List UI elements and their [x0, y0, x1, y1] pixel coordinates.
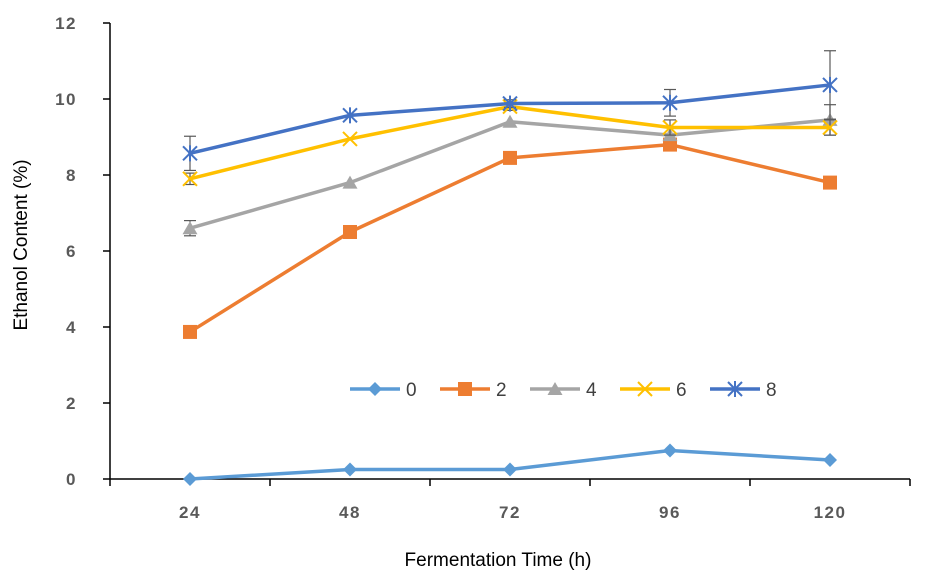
legend: 0 2 4 6 8 [350, 380, 777, 401]
legend-swatch-marker-0 [368, 382, 382, 396]
point-8-120 [822, 76, 838, 93]
series-0 [183, 443, 837, 486]
point-6-120 [822, 119, 838, 136]
point-0-120 [823, 453, 837, 467]
point-2-48 [343, 225, 357, 239]
x-tick-label-120: 120 [814, 503, 847, 522]
x-tick-label-96: 96 [659, 503, 681, 522]
x-tick-label-72: 72 [499, 503, 521, 522]
series-8 [182, 50, 838, 172]
series-layer [182, 50, 838, 486]
point-4-24 [182, 221, 198, 235]
point-6-48 [342, 131, 358, 147]
y-tick-label-12: 12 [55, 14, 77, 33]
series-line-4 [188, 118, 832, 230]
point-8-24 [182, 145, 198, 162]
x-tick-label-24: 24 [179, 503, 201, 522]
point-8-72 [502, 95, 518, 112]
legend-swatch-marker-2 [458, 382, 472, 396]
point-6-48-stroke-b [342, 131, 358, 147]
y-axis-title: Ethanol Content (%) [11, 159, 32, 330]
legend-label-2: 2 [496, 380, 507, 401]
point-0-24 [183, 472, 197, 486]
legend-item-4: 4 [530, 380, 597, 401]
legend-swatch-marker-8 [727, 381, 743, 397]
x-axis-title: Fermentation Time (h) [405, 550, 592, 571]
series-6 [182, 98, 838, 187]
series-4 [182, 104, 838, 237]
point-8-96 [662, 94, 678, 111]
point-6-120-stroke-b [822, 119, 838, 136]
legend-item-2: 2 [440, 380, 507, 401]
legend-swatch-marker-4 [547, 382, 563, 395]
legend-item-6: 6 [620, 380, 687, 401]
point-0-72 [503, 462, 517, 477]
y-tick-label-8: 8 [66, 166, 77, 185]
point-2-120 [823, 175, 837, 190]
legend-item-0: 0 [350, 380, 417, 401]
series-line-2 [188, 142, 832, 334]
point-0-96 [663, 443, 677, 458]
point-6-24 [182, 171, 198, 187]
legend-label-6: 6 [676, 380, 687, 401]
y-tick-label-0: 0 [66, 470, 77, 489]
legend-label-4: 4 [586, 380, 597, 401]
legend-swatch-marker-6 [637, 381, 653, 397]
x-tick-label-48: 48 [339, 503, 361, 522]
y-tick-label-2: 2 [66, 394, 77, 413]
legend-label-8: 8 [766, 380, 777, 401]
point-6-96-stroke-b [662, 119, 678, 136]
point-4-72 [502, 114, 518, 128]
point-8-48 [342, 107, 358, 124]
point-6-96 [662, 119, 678, 136]
legend-swatch-marker-6-stroke-b [637, 381, 653, 397]
point-2-24 [183, 324, 197, 339]
point-6-24-stroke-b [182, 171, 198, 187]
legend-item-8: 8 [710, 380, 777, 401]
y-tick-label-6: 6 [66, 242, 77, 261]
point-0-48 [343, 462, 357, 477]
point-2-72 [503, 150, 517, 165]
y-tick-label-10: 10 [55, 90, 77, 109]
y-tick-label-4: 4 [66, 318, 77, 337]
point-4-48 [342, 175, 358, 189]
series-2 [183, 137, 837, 339]
legend-label-0: 0 [406, 380, 417, 401]
